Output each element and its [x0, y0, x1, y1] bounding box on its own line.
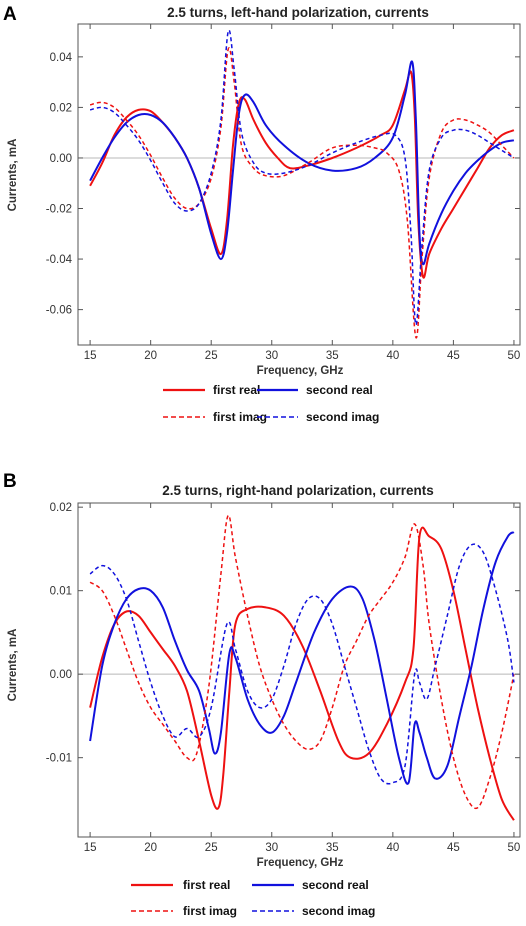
legend-b: first real second real first imag second… [131, 878, 375, 918]
legend-label-second-imag: second imag [306, 410, 379, 424]
x-tick-label: 25 [205, 350, 218, 362]
x-tick-label: 50 [508, 842, 521, 854]
panel-letter-a: A [3, 4, 17, 25]
y-tick-label: 0.02 [50, 502, 72, 514]
chart-panel-b: B 2.5 turns, right-hand polarization, cu… [3, 471, 521, 918]
series-line-first-real [89, 70, 515, 279]
plot-frame [77, 23, 521, 346]
x-tick-label: 45 [447, 350, 460, 362]
y-tick-label: -0.02 [46, 204, 72, 216]
y-tick-label: -0.01 [46, 753, 72, 765]
y-tick-label: 0.02 [50, 102, 72, 114]
chart-title-b: 2.5 turns, right-hand polarization, curr… [162, 483, 434, 498]
series-line-second-real [89, 531, 515, 785]
legend-label-second-real: second real [306, 383, 373, 397]
y-tick-label: 0.00 [50, 669, 72, 681]
x-tick-label: 15 [84, 350, 97, 362]
y-tick-label: 0.00 [50, 153, 72, 165]
x-tick-label: 20 [144, 350, 157, 362]
x-tick-label: 35 [326, 350, 339, 362]
x-tick-label: 15 [84, 842, 97, 854]
chart-title-a: 2.5 turns, left-hand polarization, curre… [167, 5, 429, 20]
x-tick-label: 20 [144, 842, 157, 854]
y-tick-label: -0.06 [46, 305, 72, 317]
y-tick-label: 0.01 [50, 586, 72, 598]
series-line-second-imag [89, 29, 515, 326]
series-line-first-imag [89, 514, 515, 810]
x-tick-label: 45 [447, 842, 460, 854]
legend-label-second-imag: second imag [302, 904, 375, 918]
x-axis-label-b: Frequency, GHz [257, 857, 344, 869]
legend-label-second-real: second real [302, 878, 369, 892]
panel-letter-b: B [3, 471, 17, 492]
series-line-first-imag [89, 47, 515, 339]
legend-label-first-imag: first imag [213, 410, 267, 424]
legend-label-first-real: first real [183, 878, 230, 892]
x-tick-label: 35 [326, 842, 339, 854]
x-tick-label: 40 [386, 842, 399, 854]
chart-panel-a: A 2.5 turns, left-hand polarization, cur… [3, 4, 521, 424]
legend-a: first real second real first imag second… [163, 383, 379, 424]
x-tick-label: 25 [205, 842, 218, 854]
x-tick-label: 40 [386, 350, 399, 362]
x-tick-label: 30 [265, 350, 278, 362]
series-line-second-real [89, 60, 515, 266]
plot-frame [77, 502, 521, 838]
legend-label-first-real: first real [213, 383, 260, 397]
legend-label-first-imag: first imag [183, 904, 237, 918]
y-axis-label-b: Currents, mA [7, 629, 19, 702]
series-line-first-real [89, 526, 515, 821]
y-tick-label: 0.04 [50, 52, 73, 64]
y-axis-label-a: Currents, mA [7, 139, 19, 212]
x-axis-label-a: Frequency, GHz [257, 365, 344, 377]
series-line-second-imag [89, 543, 515, 785]
y-tick-label: -0.04 [46, 254, 73, 266]
x-tick-label: 30 [265, 842, 278, 854]
x-tick-label: 50 [508, 350, 521, 362]
